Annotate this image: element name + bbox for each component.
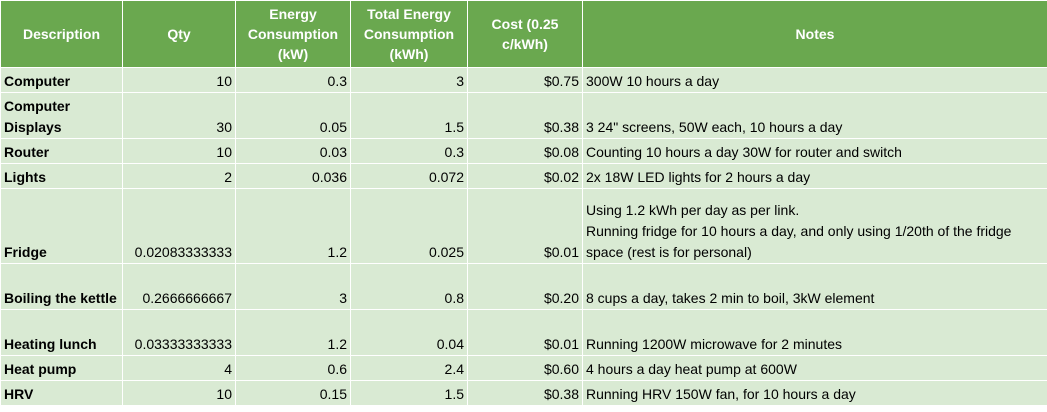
cell-cost[interactable]: $0.01 <box>467 188 583 264</box>
cell-total[interactable]: 1.5 <box>350 92 468 139</box>
cell-description[interactable]: Heat pump <box>0 355 123 381</box>
cell-total[interactable]: 3 <box>350 67 468 93</box>
cell-cost[interactable]: $0.38 <box>467 92 583 139</box>
header-notes[interactable]: Notes <box>582 0 1047 68</box>
table-row: Boiling the kettle 0.2666666667 3 0.8 $0… <box>0 263 1047 310</box>
cell-energy[interactable]: 0.3 <box>235 67 351 93</box>
table-row: Computer Displays 30 0.05 1.5 $0.38 3 24… <box>0 92 1047 139</box>
cell-qty[interactable]: 30 <box>122 92 236 139</box>
cell-total[interactable]: 0.8 <box>350 263 468 310</box>
cell-energy[interactable]: 0.6 <box>235 355 351 381</box>
header-total-energy[interactable]: Total Energy Consumption (kWh) <box>350 0 468 68</box>
table-row: Computer 10 0.3 3 $0.75 300W 10 hours a … <box>0 67 1047 93</box>
cell-cost[interactable]: $0.60 <box>467 355 583 381</box>
cell-qty[interactable]: 10 <box>122 67 236 93</box>
cell-description[interactable]: Computer <box>0 67 123 93</box>
header-qty[interactable]: Qty <box>122 0 236 68</box>
cell-notes[interactable]: 2x 18W LED lights for 2 hours a day <box>582 163 1047 189</box>
cell-description[interactable]: Heating lunch <box>0 309 123 356</box>
header-energy-consumption[interactable]: Energy Consumption (kW) <box>235 0 351 68</box>
cell-qty[interactable]: 2 <box>122 163 236 189</box>
cell-cost[interactable]: $0.01 <box>467 309 583 356</box>
cell-energy[interactable]: 1.2 <box>235 309 351 356</box>
cell-cost[interactable]: $0.20 <box>467 263 583 310</box>
table-row: Heat pump 4 0.6 2.4 $0.60 4 hours a day … <box>0 355 1047 381</box>
cell-energy[interactable]: 0.15 <box>235 380 351 406</box>
cell-total[interactable]: 1.5 <box>350 380 468 406</box>
cell-energy[interactable]: 0.036 <box>235 163 351 189</box>
header-row: Description Qty Energy Consumption (kW) … <box>0 0 1047 68</box>
cell-notes[interactable]: 8 cups a day, takes 2 min to boil, 3kW e… <box>582 263 1047 310</box>
cell-qty[interactable]: 0.2666666667 <box>122 263 236 310</box>
cell-notes[interactable]: Using 1.2 kWh per day as per link. Runni… <box>582 188 1047 264</box>
cell-cost[interactable]: $0.02 <box>467 163 583 189</box>
cell-cost[interactable]: $0.75 <box>467 67 583 93</box>
cell-total[interactable]: 0.072 <box>350 163 468 189</box>
header-cost[interactable]: Cost (0.25 c/kWh) <box>467 0 583 68</box>
cell-cost[interactable]: $0.38 <box>467 380 583 406</box>
cell-energy[interactable]: 0.03 <box>235 138 351 164</box>
cell-description[interactable]: Computer Displays <box>0 92 123 139</box>
cell-qty[interactable]: 4 <box>122 355 236 381</box>
table-row: Fridge 0.02083333333 1.2 0.025 $0.01 Usi… <box>0 188 1047 264</box>
cell-notes[interactable]: Running HRV 150W fan, for 10 hours a day <box>582 380 1047 406</box>
table-row: Lights 2 0.036 0.072 $0.02 2x 18W LED li… <box>0 163 1047 189</box>
cell-total[interactable]: 2.4 <box>350 355 468 381</box>
cell-total[interactable]: 0.3 <box>350 138 468 164</box>
cell-cost[interactable]: $0.08 <box>467 138 583 164</box>
cell-energy[interactable]: 1.2 <box>235 188 351 264</box>
header-description[interactable]: Description <box>0 0 123 68</box>
cell-qty[interactable]: 0.02083333333 <box>122 188 236 264</box>
cell-qty[interactable]: 10 <box>122 380 236 406</box>
cell-qty[interactable]: 0.03333333333 <box>122 309 236 356</box>
cell-description[interactable]: Fridge <box>0 188 123 264</box>
cell-description[interactable]: Router <box>0 138 123 164</box>
cell-energy[interactable]: 3 <box>235 263 351 310</box>
cell-notes[interactable]: 4 hours a day heat pump at 600W <box>582 355 1047 381</box>
cell-notes[interactable]: 3 24" screens, 50W each, 10 hours a day <box>582 92 1047 139</box>
cell-total[interactable]: 0.04 <box>350 309 468 356</box>
cell-notes[interactable]: 300W 10 hours a day <box>582 67 1047 93</box>
table-row: Router 10 0.03 0.3 $0.08 Counting 10 hou… <box>0 138 1047 164</box>
cell-total[interactable]: 0.025 <box>350 188 468 264</box>
cell-description[interactable]: HRV <box>0 380 123 406</box>
cell-qty[interactable]: 10 <box>122 138 236 164</box>
cell-notes[interactable]: Running 1200W microwave for 2 minutes <box>582 309 1047 356</box>
table-row: HRV 10 0.15 1.5 $0.38 Running HRV 150W f… <box>0 380 1047 406</box>
cell-description[interactable]: Boiling the kettle <box>0 263 123 310</box>
cell-description[interactable]: Lights <box>0 163 123 189</box>
table-row: Heating lunch 0.03333333333 1.2 0.04 $0.… <box>0 309 1047 356</box>
cell-energy[interactable]: 0.05 <box>235 92 351 139</box>
cell-notes[interactable]: Counting 10 hours a day 30W for router a… <box>582 138 1047 164</box>
